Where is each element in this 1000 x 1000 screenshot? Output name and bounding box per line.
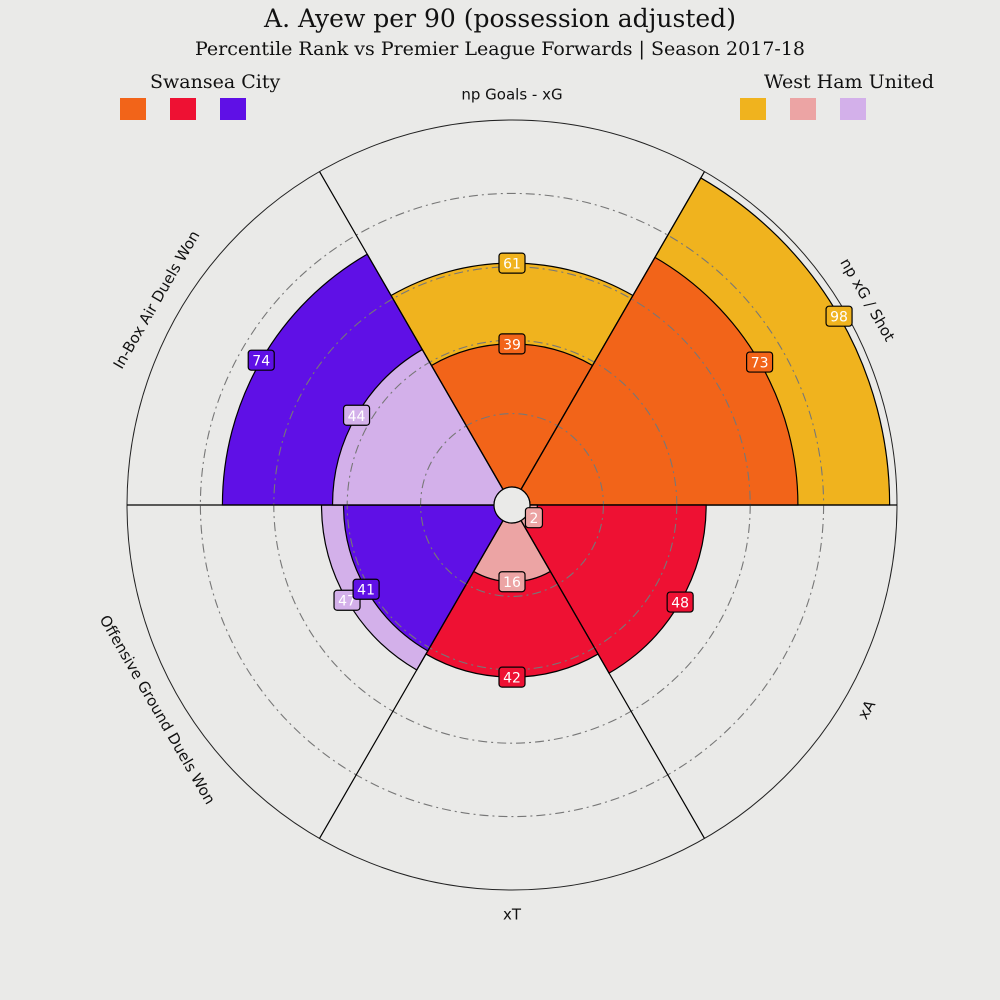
legend-swatches-westham <box>740 98 866 120</box>
legend-swatch <box>220 98 246 120</box>
value-label: 74 <box>252 354 270 370</box>
value-label-box <box>498 252 526 274</box>
legend-swatch <box>740 98 766 120</box>
grid-spoke <box>520 520 706 839</box>
legend-swatch <box>120 98 146 120</box>
value-label: 39 <box>503 337 521 353</box>
value-label-box <box>247 349 275 371</box>
category-label: In-Box Air Duels Won <box>110 227 204 372</box>
value-label: 48 <box>671 596 689 612</box>
value-label: 44 <box>348 409 366 425</box>
legend-swatch <box>170 98 196 120</box>
value-label-box <box>498 571 526 593</box>
center-hole <box>493 486 531 524</box>
value-label: 61 <box>503 257 521 273</box>
value-label-box <box>746 351 774 373</box>
value-label-box <box>352 578 380 600</box>
category-label: np Goals - xG <box>461 86 562 104</box>
value-label: 47 <box>338 594 356 610</box>
category-label: Offensive Ground Duels Won <box>96 612 219 808</box>
legend-team-westham: West Ham United <box>764 71 934 93</box>
value-label-box <box>498 333 526 355</box>
category-label: xT <box>503 906 522 924</box>
value-label: 42 <box>503 671 521 687</box>
grid-spoke <box>318 520 504 839</box>
value-label: 16 <box>503 575 521 591</box>
legend-swatch <box>840 98 866 120</box>
value-label-box <box>666 591 694 613</box>
value-label: 41 <box>357 583 375 599</box>
legend-team-swansea: Swansea City <box>150 71 281 93</box>
value-label: 73 <box>751 356 769 372</box>
value-label: 98 <box>830 310 848 326</box>
value-label-box <box>825 305 853 327</box>
value-label-box <box>342 404 371 426</box>
grid-spoke <box>520 171 706 490</box>
legend-swatch <box>790 98 816 120</box>
value-label: 2 <box>529 511 538 527</box>
category-label: xA <box>854 696 880 722</box>
value-label-box <box>524 507 544 529</box>
chart-subtitle: Percentile Rank vs Premier League Forwar… <box>194 38 805 60</box>
grid-spoke <box>318 171 504 490</box>
chart-title: A. Ayew per 90 (possession adjusted) <box>264 4 736 33</box>
legend-swatches-swansea <box>120 98 246 120</box>
value-label-box <box>498 666 526 688</box>
